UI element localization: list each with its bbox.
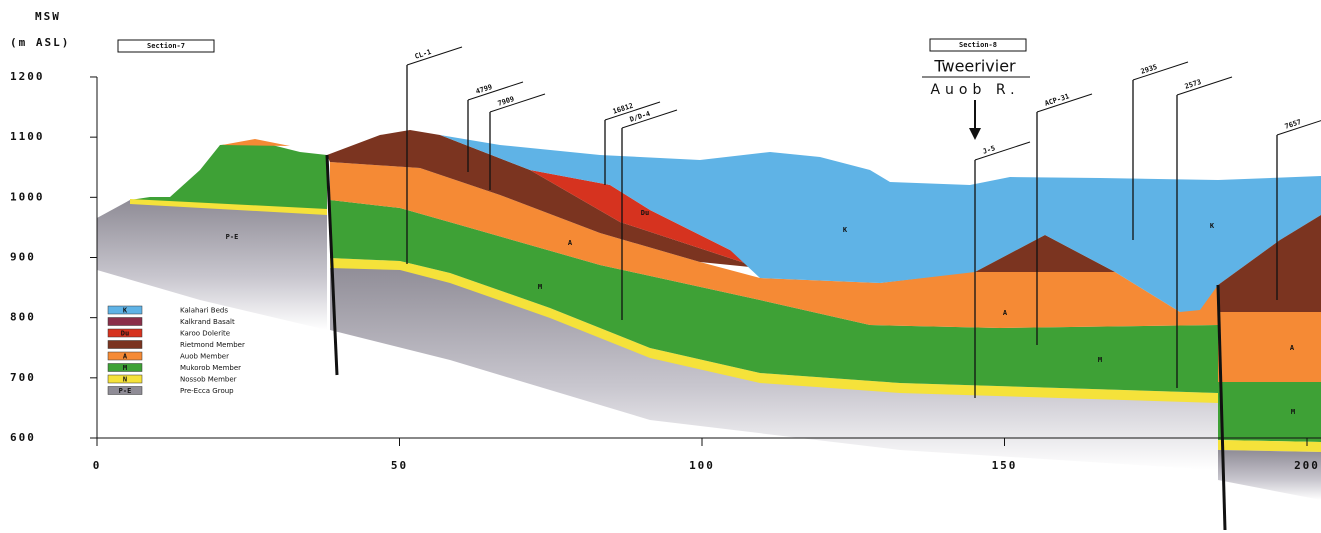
layer-label: A — [1290, 344, 1295, 352]
arrow-head — [969, 128, 981, 140]
legend-swatch — [107, 363, 143, 372]
legend-code: M — [123, 364, 127, 372]
legend-swatch — [107, 374, 143, 384]
legend-label: Rietmond Member — [180, 341, 245, 349]
borehole-label: 2573 — [1184, 78, 1203, 91]
borehole-leader — [604, 101, 661, 121]
legend-label: Mukorob Member — [180, 364, 241, 372]
river-name: Auob R. — [930, 82, 1019, 98]
layer-label: M — [1098, 356, 1102, 364]
borehole-leader — [1036, 93, 1093, 113]
x-tick-label: 100 — [689, 459, 715, 472]
x-tick-label: 150 — [992, 459, 1018, 472]
borehole-leader — [621, 109, 678, 129]
legend-label: Auob Member — [180, 353, 229, 361]
borehole-leader — [974, 141, 1031, 161]
dolerite — [530, 170, 760, 268]
y-tick-label: 600 — [10, 431, 36, 444]
borehole-leader — [1176, 76, 1233, 96]
borehole-leader — [1132, 61, 1189, 81]
borehole-leader — [406, 46, 463, 66]
legend-code: Du — [121, 330, 129, 338]
borehole-label: CL-1 — [414, 48, 433, 61]
section-box — [117, 39, 215, 53]
fault — [325, 154, 339, 376]
legend-label: Nossob Member — [180, 376, 237, 384]
layers — [96, 38, 1321, 531]
nossob — [130, 199, 327, 215]
borehole-label: 7657 — [1284, 118, 1303, 131]
mukorob — [330, 200, 1218, 393]
borehole-label: 4799 — [475, 83, 494, 96]
rietmond — [327, 130, 760, 268]
rietmond — [1218, 215, 1321, 312]
axis-label: MSW — [35, 10, 61, 23]
legend-swatch — [107, 351, 143, 361]
borehole-leader — [489, 93, 546, 113]
x-tick-label: 200 — [1294, 459, 1320, 472]
layer-label: M — [538, 283, 542, 291]
section-label: Section-8 — [959, 41, 997, 49]
layer-label: K — [1210, 222, 1215, 230]
legend-label: Kalkrand Basalt — [180, 318, 235, 326]
y-tick-label: 900 — [10, 250, 36, 263]
x-tick-label: 0 — [93, 459, 102, 472]
pre-ecca — [97, 200, 327, 330]
legend-code: P-E — [119, 387, 132, 395]
layer-label: Du — [641, 209, 649, 217]
pre-ecca — [1218, 450, 1321, 500]
kalahari — [1218, 176, 1321, 285]
legend-swatch — [107, 328, 143, 338]
legend-swatch — [107, 340, 143, 349]
y-tick-label: 700 — [10, 371, 36, 384]
legend-code: A — [123, 353, 128, 361]
kalahari — [440, 135, 1218, 312]
legend-label: Kalahari Beds — [180, 307, 228, 315]
layer-label: K — [843, 226, 848, 234]
y-tick-label: 1200 — [10, 70, 45, 83]
fault — [1216, 284, 1227, 531]
auob — [1218, 312, 1321, 382]
auob — [330, 162, 1218, 328]
auob — [222, 139, 290, 146]
rietmond — [975, 235, 1115, 272]
borehole-leader — [1276, 120, 1321, 136]
y-tick-label: 1100 — [10, 130, 45, 143]
mukorob — [1218, 382, 1321, 442]
layer-label: M — [1291, 408, 1295, 416]
layer-label: A — [568, 239, 573, 247]
section-box — [929, 38, 1027, 52]
legend-swatch — [107, 305, 143, 315]
layer-label: P-E — [226, 233, 239, 241]
pre-ecca — [330, 265, 1218, 470]
borehole-label: 7909 — [497, 95, 516, 108]
mukorob — [130, 142, 327, 212]
legend-label: Karoo Dolerite — [180, 330, 230, 338]
layer-label: A — [1003, 309, 1008, 317]
x-tick-label: 50 — [391, 459, 408, 472]
axis-label: (m ASL) — [10, 36, 70, 49]
legend-swatch — [107, 386, 143, 395]
y-tick-label: 1000 — [10, 190, 45, 203]
legend-code: K — [123, 307, 128, 315]
borehole-leader — [467, 81, 524, 101]
borehole-label: J-5 — [982, 144, 997, 156]
legend-code: N — [123, 376, 127, 384]
nossob — [1218, 440, 1321, 452]
y-tick-label: 800 — [10, 311, 36, 324]
legend-label: Pre-Ecca Group — [180, 387, 234, 395]
borehole-label: 2935 — [1140, 63, 1159, 76]
place-name: Tweerivier — [933, 57, 1016, 76]
legend-swatch — [107, 317, 143, 326]
section-label: Section-7 — [147, 42, 185, 50]
